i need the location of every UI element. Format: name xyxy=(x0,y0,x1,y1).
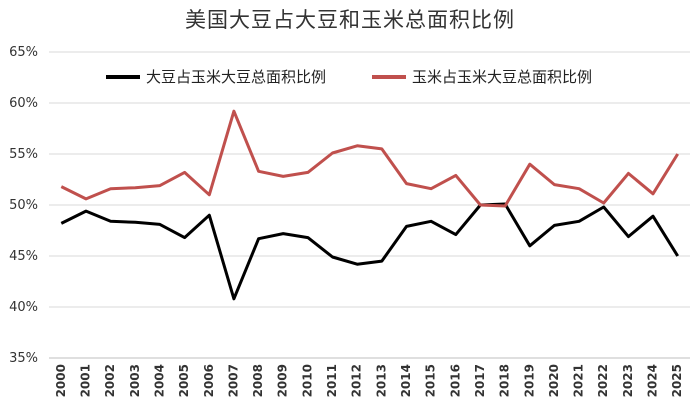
x-tick-label: 2005 xyxy=(177,364,191,397)
x-tick-label: 2012 xyxy=(350,364,364,397)
x-tick-label: 2008 xyxy=(251,364,265,397)
x-tick-label: 2024 xyxy=(646,364,660,397)
x-tick-label: 2011 xyxy=(325,364,339,397)
x-tick-label: 2007 xyxy=(226,364,240,397)
x-tick-label: 2013 xyxy=(374,364,388,397)
x-tick-label: 2000 xyxy=(54,364,68,397)
series-lines xyxy=(60,109,679,301)
y-tick-label: 50% xyxy=(9,198,38,213)
x-tick-label: 2017 xyxy=(473,364,487,397)
x-tick-label: 2004 xyxy=(152,364,166,397)
x-tick-label: 2001 xyxy=(78,364,92,397)
y-tick-label: 45% xyxy=(9,249,38,264)
x-tick-label: 2010 xyxy=(300,364,314,397)
x-tick-label: 2016 xyxy=(448,364,462,397)
legend-item-soy: 大豆占玉米大豆总面积比例 xyxy=(106,66,326,87)
x-tick-label: 2014 xyxy=(399,364,413,397)
legend: 大豆占玉米大豆总面积比例 玉米占玉米大豆总面积比例 xyxy=(0,66,700,90)
y-tick-label: 40% xyxy=(9,300,38,315)
x-tick-label: 2003 xyxy=(128,364,142,397)
x-tick-label: 2002 xyxy=(103,364,117,397)
x-tick-label: 2025 xyxy=(670,364,684,397)
x-tick-label: 2009 xyxy=(276,364,290,397)
x-tick-label: 2023 xyxy=(621,364,635,397)
x-tick-label: 2021 xyxy=(572,364,586,397)
chart-title: 美国大豆占大豆和玉米总面积比例 xyxy=(185,8,515,32)
x-tick-label: 2006 xyxy=(202,364,216,397)
x-tick-label: 2015 xyxy=(424,364,438,397)
y-axis-ticks: 35% 40% 45% 50% 55% 60% 65% xyxy=(9,45,38,366)
y-tick-label: 65% xyxy=(9,45,38,60)
legend-swatch-corn xyxy=(372,74,406,79)
legend-label-corn: 玉米占玉米大豆总面积比例 xyxy=(412,68,593,86)
y-tick-label: 35% xyxy=(9,351,38,366)
y-tick-label: 55% xyxy=(9,147,38,162)
x-tick-label: 2018 xyxy=(498,364,512,397)
legend-swatch-soy xyxy=(106,74,140,79)
legend-label-soy: 大豆占玉米大豆总面积比例 xyxy=(146,68,327,86)
x-tick-label: 2020 xyxy=(547,364,561,397)
gridlines xyxy=(49,51,690,359)
series-line-soy xyxy=(60,202,679,301)
x-tick-label: 2019 xyxy=(522,364,536,397)
y-tick-label: 60% xyxy=(9,96,38,111)
x-tick-label: 2022 xyxy=(596,364,610,397)
legend-item-corn: 玉米占玉米大豆总面积比例 xyxy=(372,66,592,87)
series-line-corn xyxy=(60,109,679,208)
x-axis-ticks: 2000 2001 2002 2003 2004 2005 2006 2007 2008 2009… xyxy=(54,364,684,397)
